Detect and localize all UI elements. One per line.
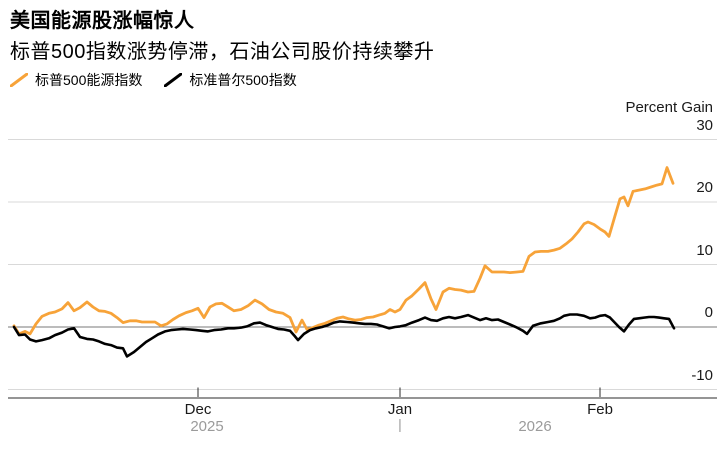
black-line-swatch-icon (164, 73, 183, 87)
legend-label-sp500-index: 标准普尔500指数 (189, 72, 297, 88)
legend-label-energy-index: 标普500能源指数 (35, 72, 143, 88)
series-line-energy-index (12, 166, 675, 336)
x-axis-tick-label: Dec (184, 401, 212, 418)
y-axis-label: 0 (704, 304, 713, 321)
legend-item-sp500-index: 标准普尔500指数 (164, 70, 297, 90)
orange-line-swatch-icon (10, 73, 28, 87)
y-axis-label: 30 (696, 116, 713, 134)
y-axis-title: Percent Gain (625, 99, 713, 116)
year-separator: | (398, 416, 402, 432)
chart-subtitle: 标普500指数涨势停滞，石油公司股价持续攀升 (10, 41, 435, 63)
x-axis-tick-label: Feb (587, 401, 613, 418)
y-axis-label: 10 (696, 241, 713, 259)
x-axis-tick-label: Jan (387, 401, 413, 418)
y-axis-label: -10 (691, 366, 713, 384)
x-axis-year-label: 2025 (190, 418, 224, 435)
chart-title: 美国能源股涨幅惊人 (10, 10, 195, 32)
x-axis-year-label: 2026 (518, 418, 552, 435)
series-line-sp500-index (12, 313, 676, 358)
y-axis-label: 20 (696, 179, 713, 196)
legend-item-energy-index: 标普500能源指数 (10, 70, 142, 90)
legend: 标普500能源指数 标准普尔500指数 (10, 70, 297, 90)
